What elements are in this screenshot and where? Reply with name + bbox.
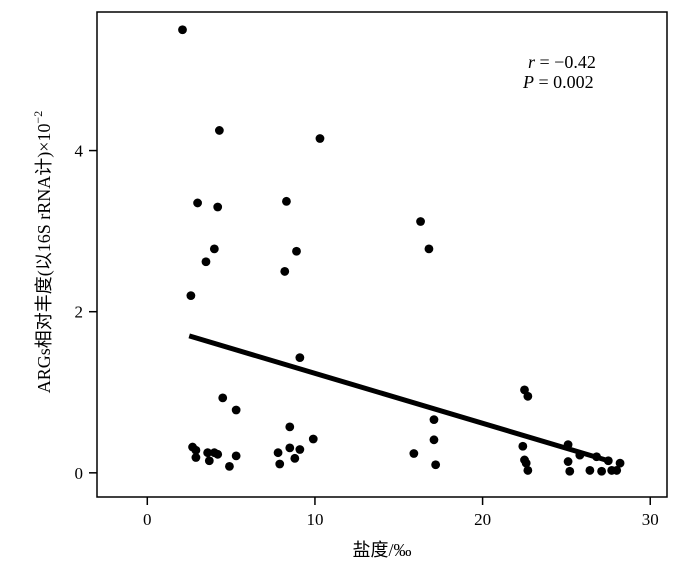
data-point bbox=[290, 453, 300, 463]
stat-p: P = 0.002 bbox=[522, 72, 594, 92]
data-point bbox=[563, 457, 573, 466]
x-axis-title: 盐度/‰ bbox=[352, 540, 411, 560]
trend-line bbox=[188, 333, 610, 464]
data-point bbox=[275, 459, 285, 469]
stat-p-value: = 0.002 bbox=[534, 72, 594, 92]
axis-ticks: 0 10 20 30 0 2 4 bbox=[75, 142, 659, 529]
data-point bbox=[285, 443, 295, 453]
data-point bbox=[231, 405, 241, 415]
data-point bbox=[231, 451, 241, 461]
data-point bbox=[282, 196, 291, 206]
data-point bbox=[429, 435, 439, 445]
data-point bbox=[521, 458, 531, 468]
data-points bbox=[178, 25, 625, 476]
data-point bbox=[597, 466, 607, 476]
data-point bbox=[518, 441, 528, 451]
y-tick-label: 2 bbox=[75, 303, 84, 322]
data-point bbox=[585, 466, 595, 475]
y-axis-title: ARGs相对丰度(以16S rRNA计)×10−2 bbox=[31, 111, 55, 393]
y-tick-label: 4 bbox=[75, 142, 84, 161]
data-point bbox=[201, 257, 211, 267]
data-point bbox=[409, 449, 419, 458]
y-axis-title-main: ARGs相对丰度(以16S rRNA计)×10 bbox=[34, 124, 55, 394]
data-point bbox=[204, 456, 214, 466]
x-tick-label: 10 bbox=[306, 510, 323, 529]
data-point bbox=[193, 198, 202, 208]
data-point bbox=[273, 448, 283, 458]
data-point bbox=[429, 415, 439, 425]
stat-r-value: = −0.42 bbox=[535, 52, 596, 72]
x-tick-label: 30 bbox=[642, 510, 659, 529]
plot-frame bbox=[96, 11, 668, 498]
stat-r-symbol: r bbox=[528, 52, 536, 72]
y-tick-label: 0 bbox=[75, 464, 84, 483]
data-point bbox=[308, 434, 318, 444]
data-point bbox=[280, 267, 290, 276]
data-point bbox=[191, 453, 201, 462]
data-point bbox=[612, 466, 622, 475]
y-axis-title-exponent: −2 bbox=[31, 111, 45, 124]
data-point bbox=[285, 422, 295, 432]
data-point bbox=[416, 217, 425, 226]
data-point bbox=[315, 134, 325, 143]
data-point bbox=[213, 449, 223, 459]
data-point bbox=[615, 458, 625, 468]
data-point bbox=[218, 393, 228, 403]
data-point bbox=[203, 448, 213, 458]
data-point bbox=[295, 445, 305, 454]
data-point bbox=[424, 244, 434, 254]
data-point bbox=[225, 461, 234, 471]
data-point bbox=[523, 466, 533, 475]
stat-p-symbol: P bbox=[522, 72, 534, 92]
data-point bbox=[213, 202, 223, 212]
data-point bbox=[214, 126, 224, 135]
stat-r: r = −0.42 bbox=[528, 52, 596, 72]
x-tick-label: 20 bbox=[474, 510, 491, 529]
data-point bbox=[178, 25, 187, 35]
data-point bbox=[292, 246, 301, 256]
data-point bbox=[565, 466, 575, 476]
data-point bbox=[191, 445, 201, 455]
data-point bbox=[523, 391, 533, 401]
data-point bbox=[295, 353, 305, 363]
data-point bbox=[431, 460, 441, 470]
data-point bbox=[209, 244, 219, 254]
data-point bbox=[186, 291, 196, 300]
x-tick-label: 0 bbox=[143, 510, 152, 529]
